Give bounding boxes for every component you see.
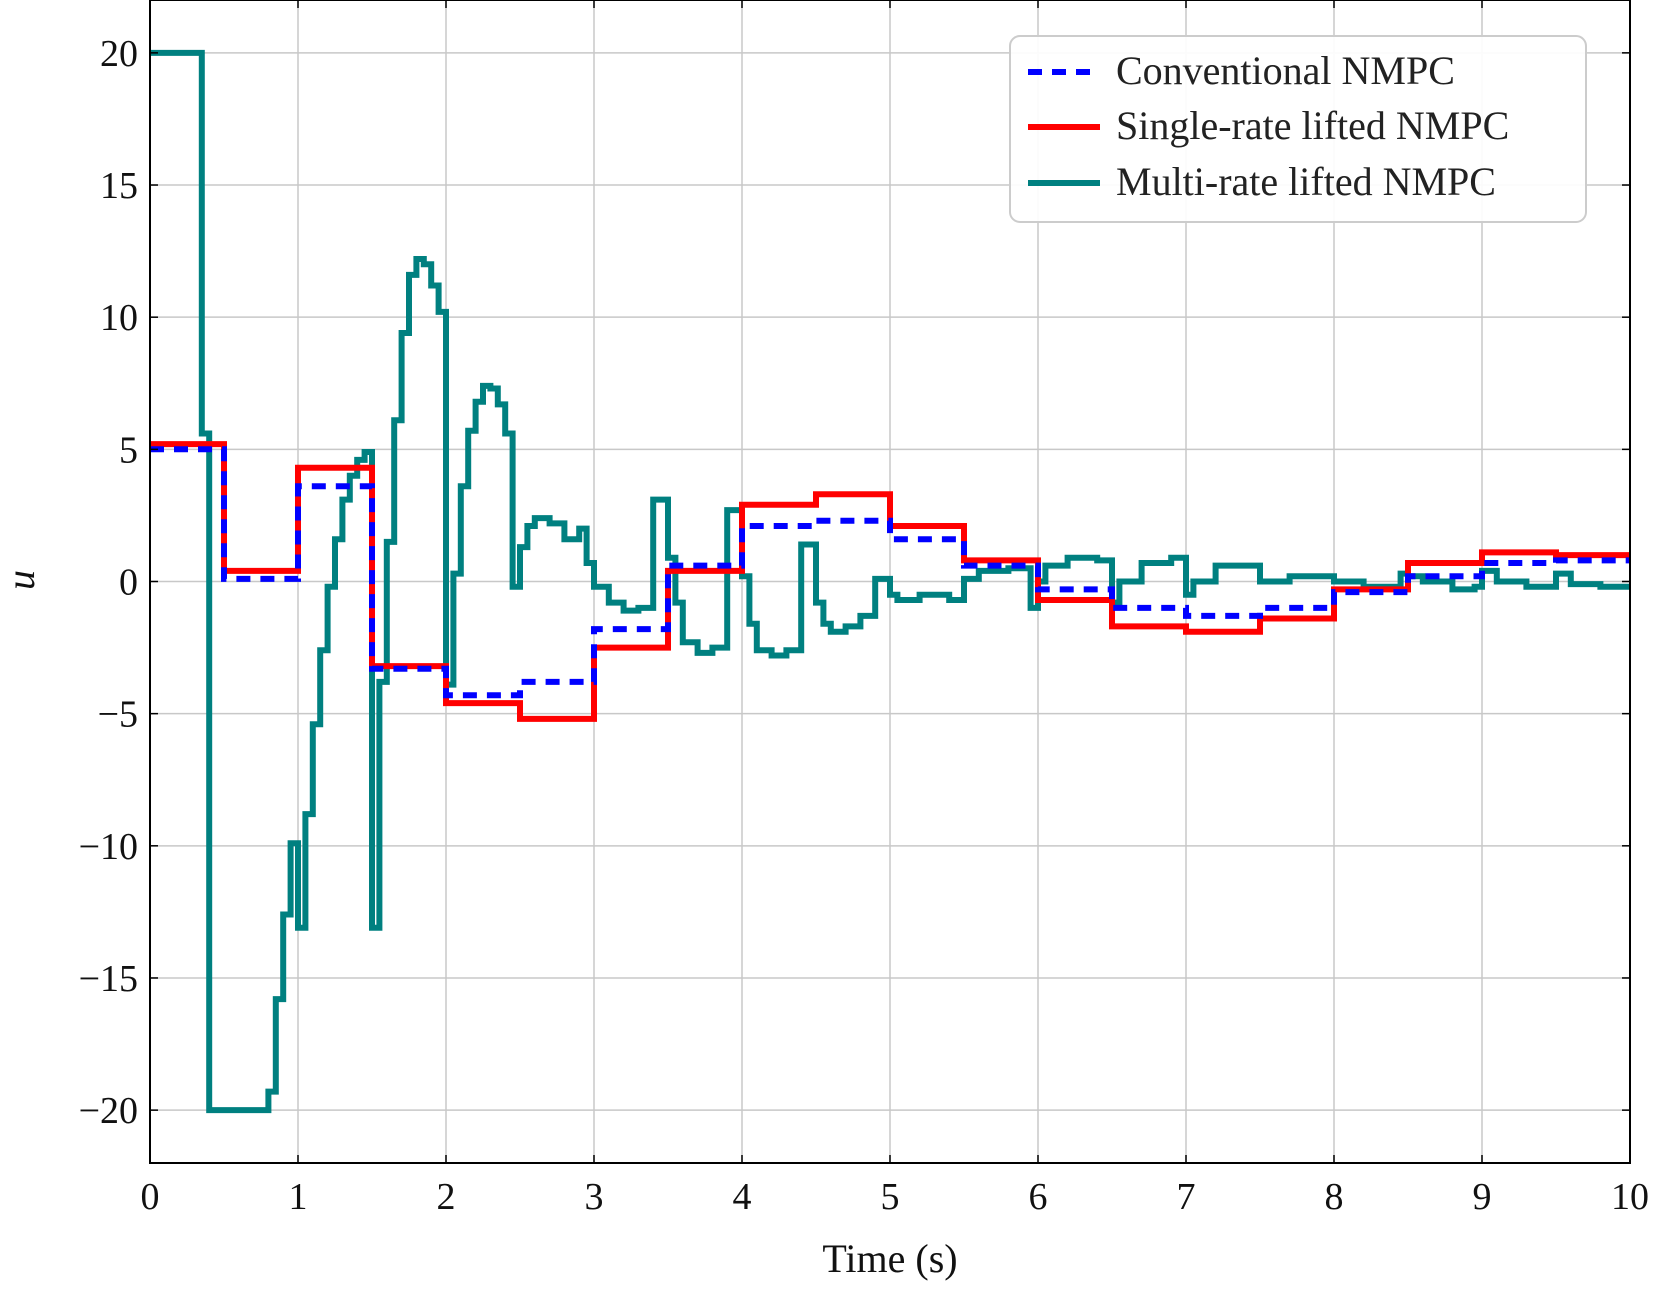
- x-tick-label: 3: [585, 1176, 604, 1218]
- y-tick-label: −10: [79, 826, 138, 868]
- y-tick-label: 0: [119, 562, 138, 604]
- x-tick-label: 7: [1177, 1176, 1196, 1218]
- x-tick-label: 2: [437, 1176, 456, 1218]
- legend-label-single-rate: Single-rate lifted NMPC: [1116, 103, 1509, 148]
- y-tick-label: 20: [100, 33, 138, 75]
- x-tick-label: 5: [881, 1176, 900, 1218]
- x-tick-label: 1: [289, 1176, 308, 1218]
- series-layer: [150, 49, 1630, 1114]
- x-axis-title: Time (s): [822, 1236, 957, 1281]
- series-line-0: [150, 446, 1630, 699]
- x-tick-labels: 0 1 2 3 4 5 6 7 8 9 10: [141, 1176, 1650, 1218]
- x-tick-label: 0: [141, 1176, 160, 1218]
- series-line-2: [150, 49, 1630, 1114]
- tick-marks: [149, 0, 1631, 1163]
- y-tick-labels: −20 −15 −10 −5 0 5 10 15 20: [79, 33, 138, 1132]
- legend-label-multi-rate: Multi-rate lifted NMPC: [1116, 159, 1496, 204]
- y-tick-label: 10: [100, 297, 138, 339]
- x-tick-label: 10: [1611, 1176, 1649, 1218]
- y-tick-label: −20: [79, 1090, 138, 1132]
- x-tick-label: 9: [1473, 1176, 1492, 1218]
- y-tick-label: −15: [79, 958, 138, 1000]
- y-axis-title: u: [0, 570, 43, 590]
- legend-box: [1009, 35, 1587, 223]
- y-tick-label: −5: [98, 694, 138, 736]
- x-tick-label: 4: [733, 1176, 752, 1218]
- legend-label-conventional: Conventional NMPC: [1116, 48, 1455, 93]
- x-tick-label: 6: [1029, 1176, 1048, 1218]
- legend: Conventional NMPC Single-rate lifted NMP…: [1009, 35, 1587, 223]
- x-tick-label: 8: [1325, 1176, 1344, 1218]
- y-tick-label: 15: [100, 165, 138, 207]
- y-tick-label: 5: [119, 429, 138, 471]
